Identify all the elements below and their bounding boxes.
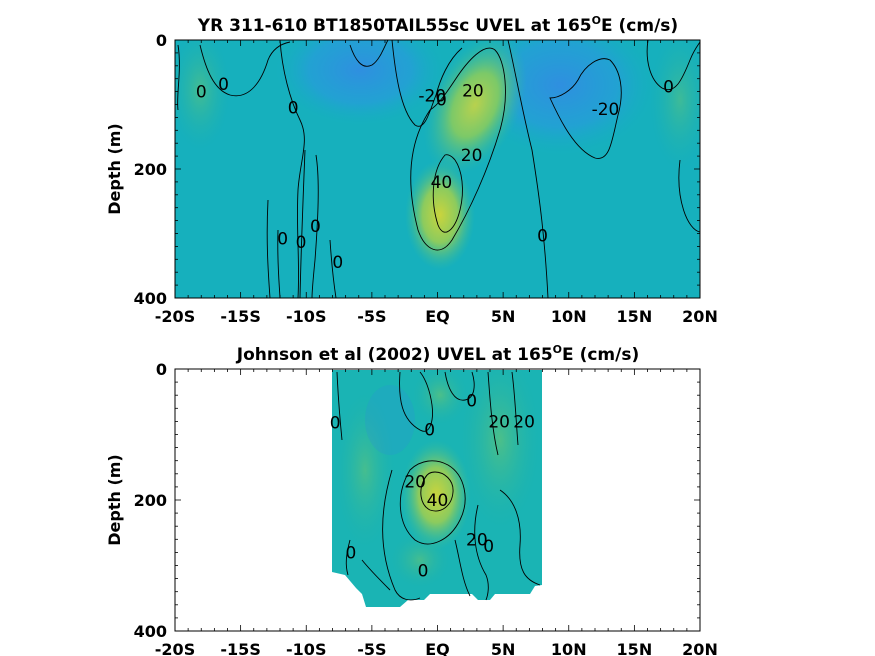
- contour-label: 0: [663, 77, 674, 97]
- x-tick-label: 10N: [551, 307, 587, 326]
- y-tick-label: 400: [134, 622, 167, 641]
- y-tick-label: 0: [156, 360, 167, 379]
- y-tick-label: 0: [156, 31, 167, 50]
- contour-label: 0: [296, 233, 307, 253]
- contour-label: 0: [332, 253, 343, 273]
- x-tick-label: 20N: [682, 640, 718, 656]
- contour-label: 0: [345, 543, 356, 563]
- x-tick-label: EQ: [425, 640, 450, 656]
- x-tick-label: 15N: [617, 307, 653, 326]
- x-tick-label: 15N: [617, 640, 653, 656]
- contour-label: 0: [310, 217, 321, 237]
- contour-label: 20: [462, 81, 484, 101]
- contour-label: -20: [592, 100, 620, 120]
- y-tick-label: 200: [134, 160, 167, 179]
- contour-label: 20: [404, 473, 426, 493]
- contour-label: -20: [418, 86, 446, 106]
- contour-label: 0: [288, 99, 299, 119]
- contour-label: 0: [418, 562, 429, 582]
- contour-label: 20: [488, 412, 510, 432]
- x-tick-label: -5S: [357, 640, 386, 656]
- contour-label: 0: [424, 420, 435, 440]
- y-tick-label: 200: [134, 491, 167, 510]
- x-tick-label: -10S: [286, 640, 326, 656]
- x-tick-label: -10S: [286, 307, 326, 326]
- x-ticks-panel-1: -20S -15S -10S -5S EQ 5N 10N 15N 20N: [155, 40, 718, 326]
- y-axis-label-1: Depth (m): [105, 123, 124, 215]
- x-tick-label: -20S: [155, 640, 195, 656]
- chart-title-2: Johnson et al (2002) UVEL at 165OE (cm/s…: [236, 343, 639, 365]
- x-tick-label: 10N: [551, 640, 587, 656]
- contour-label: 0: [483, 537, 494, 557]
- x-tick-label: -20S: [155, 307, 195, 326]
- x-tick-label: EQ: [425, 307, 450, 326]
- x-ticks-panel-2: -20S -15S -10S -5S EQ 5N 10N 15N 20N: [155, 369, 718, 656]
- chart-title-1: YR 311-610 BT1850TAIL55sc UVEL at 165OE …: [197, 14, 678, 36]
- contour-label: 20: [513, 412, 535, 432]
- contour-label: 0: [436, 90, 447, 110]
- contour-label: 0: [277, 230, 288, 250]
- contour-label: 20: [466, 530, 488, 550]
- contour-label: 40: [427, 491, 449, 511]
- contour-label: 0: [196, 83, 207, 103]
- x-tick-label: -5S: [357, 307, 386, 326]
- x-tick-label: 5N: [491, 307, 516, 326]
- contour-label: 20: [461, 146, 483, 166]
- x-tick-label: -15S: [220, 307, 260, 326]
- y-tick-label: 400: [134, 289, 167, 308]
- contour-label: 0: [537, 226, 548, 246]
- y-axis-label-2: Depth (m): [105, 454, 124, 546]
- contour-label: 0: [218, 75, 229, 95]
- contour-label: 0: [330, 414, 341, 434]
- x-tick-label: -15S: [220, 640, 260, 656]
- x-tick-label: 20N: [682, 307, 718, 326]
- contour-label: 0: [466, 391, 477, 411]
- x-tick-label: 5N: [491, 640, 516, 656]
- contour-label: 40: [431, 173, 453, 193]
